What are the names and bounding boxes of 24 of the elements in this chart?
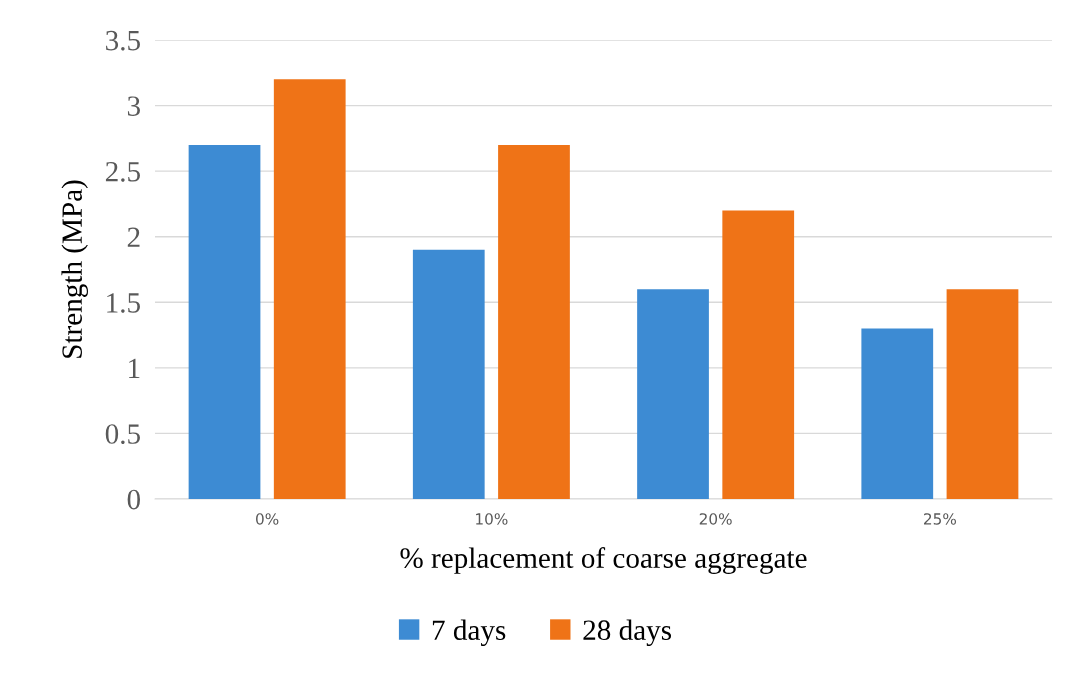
y-tick-label: 3.5 [106, 30, 140, 51]
bar [273, 79, 346, 499]
y-tick-label: 2.5 [105, 161, 140, 182]
y-tick-label: 1.5 [107, 293, 140, 313]
x-tick-label: 25% [924, 513, 957, 525]
bar [412, 249, 485, 499]
bar [498, 144, 570, 499]
bar [946, 289, 1019, 499]
x-tick-label: 0% [256, 513, 279, 525]
x-tick-label: 20% [699, 513, 732, 525]
y-tick-label: 3 [127, 96, 140, 116]
x-axis-title: % replacement of coarse aggregate [400, 547, 807, 574]
legend-label: 7 days [432, 619, 506, 647]
legend-label: 28 days [583, 619, 672, 647]
x-tick-label: 10% [476, 513, 508, 525]
y-axis-title: Strength (MPa) [61, 180, 88, 358]
bar [722, 210, 795, 499]
y-tick-label: 2 [127, 227, 140, 247]
bar [861, 328, 934, 499]
bar [637, 289, 709, 499]
y-tick-label: 0.5 [105, 424, 140, 444]
bar [188, 144, 261, 499]
y-tick-label: 0 [127, 489, 140, 510]
y-tick-label: 1 [129, 358, 140, 378]
